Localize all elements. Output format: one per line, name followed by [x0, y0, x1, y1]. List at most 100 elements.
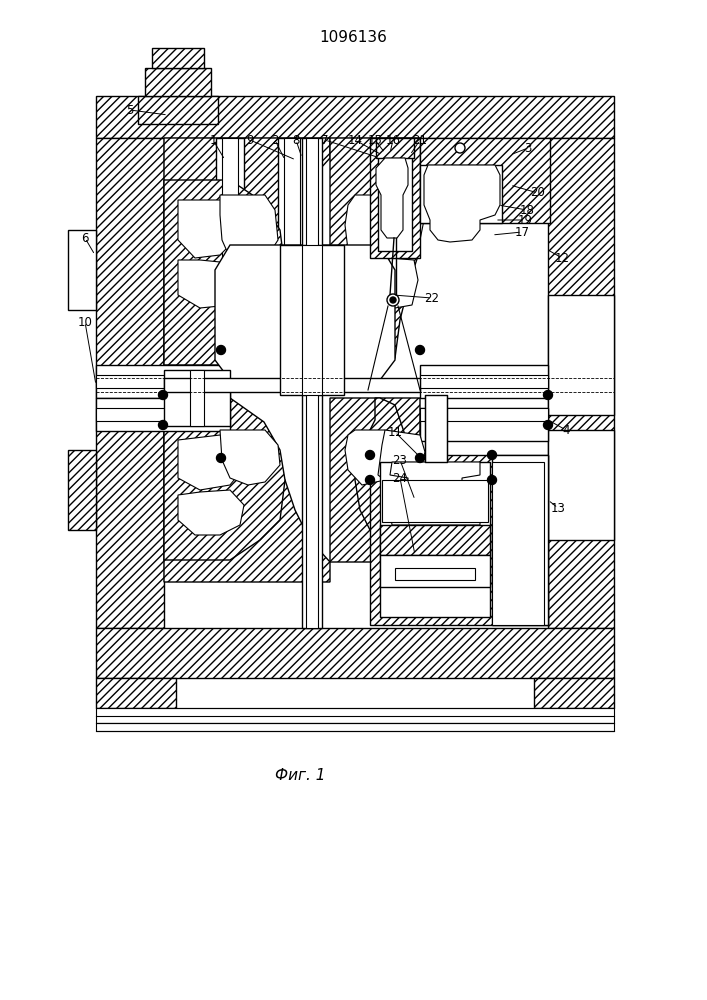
- Text: 5: 5: [127, 104, 134, 116]
- Circle shape: [390, 297, 396, 303]
- Polygon shape: [96, 678, 176, 708]
- Text: 1: 1: [209, 133, 217, 146]
- Polygon shape: [190, 370, 204, 426]
- Polygon shape: [380, 555, 490, 587]
- Circle shape: [216, 454, 226, 462]
- Polygon shape: [164, 180, 285, 365]
- Text: 7: 7: [321, 133, 329, 146]
- Text: 1096136: 1096136: [319, 30, 387, 45]
- Text: 23: 23: [392, 454, 407, 466]
- Text: 8: 8: [292, 133, 300, 146]
- Polygon shape: [302, 245, 322, 395]
- Polygon shape: [220, 430, 280, 485]
- Polygon shape: [96, 628, 614, 678]
- Polygon shape: [330, 138, 420, 365]
- Polygon shape: [424, 165, 500, 242]
- Polygon shape: [178, 435, 242, 490]
- Polygon shape: [96, 138, 164, 628]
- Polygon shape: [378, 195, 425, 260]
- Polygon shape: [178, 260, 242, 308]
- Text: 14: 14: [348, 133, 363, 146]
- Polygon shape: [420, 138, 550, 223]
- Text: 18: 18: [520, 204, 534, 217]
- Text: 9: 9: [246, 133, 254, 146]
- Text: 22: 22: [424, 292, 440, 304]
- Polygon shape: [492, 462, 544, 625]
- Polygon shape: [420, 375, 548, 388]
- Polygon shape: [164, 398, 330, 582]
- Polygon shape: [378, 145, 412, 251]
- Text: 20: 20: [530, 186, 545, 200]
- Circle shape: [488, 450, 496, 460]
- Polygon shape: [164, 370, 230, 426]
- Polygon shape: [278, 138, 306, 338]
- Polygon shape: [96, 708, 614, 723]
- Polygon shape: [302, 138, 322, 628]
- Polygon shape: [345, 195, 398, 265]
- Polygon shape: [548, 138, 614, 628]
- Polygon shape: [548, 430, 614, 540]
- Polygon shape: [370, 138, 420, 258]
- Polygon shape: [164, 138, 330, 365]
- Text: 24: 24: [392, 472, 407, 485]
- Polygon shape: [220, 195, 278, 265]
- Polygon shape: [492, 455, 548, 625]
- Circle shape: [416, 346, 424, 355]
- Circle shape: [416, 454, 424, 462]
- Polygon shape: [382, 480, 488, 522]
- Polygon shape: [284, 138, 300, 338]
- Polygon shape: [96, 96, 614, 138]
- Circle shape: [158, 420, 168, 430]
- Circle shape: [544, 420, 552, 430]
- Polygon shape: [178, 490, 244, 535]
- Polygon shape: [164, 378, 420, 392]
- Polygon shape: [215, 245, 395, 392]
- Polygon shape: [378, 430, 425, 484]
- Text: 16: 16: [385, 133, 400, 146]
- Polygon shape: [375, 258, 418, 308]
- Circle shape: [488, 476, 496, 485]
- Polygon shape: [306, 138, 318, 628]
- Text: 19: 19: [518, 214, 532, 227]
- Circle shape: [366, 476, 375, 485]
- Polygon shape: [68, 230, 96, 310]
- Circle shape: [216, 346, 226, 355]
- Polygon shape: [164, 398, 285, 560]
- Polygon shape: [152, 48, 204, 68]
- Polygon shape: [178, 200, 240, 258]
- Polygon shape: [68, 450, 96, 530]
- Polygon shape: [420, 408, 548, 441]
- Polygon shape: [355, 398, 420, 560]
- Polygon shape: [280, 245, 344, 395]
- Circle shape: [455, 143, 465, 153]
- Polygon shape: [145, 68, 211, 96]
- Polygon shape: [425, 395, 447, 462]
- Polygon shape: [96, 398, 230, 431]
- Text: 15: 15: [368, 133, 382, 146]
- Polygon shape: [395, 568, 475, 580]
- Polygon shape: [376, 158, 408, 238]
- Polygon shape: [534, 678, 614, 708]
- Polygon shape: [376, 138, 414, 158]
- Polygon shape: [548, 295, 614, 415]
- Text: 17: 17: [515, 226, 530, 238]
- Polygon shape: [370, 455, 548, 625]
- Polygon shape: [216, 138, 244, 368]
- Circle shape: [544, 390, 552, 399]
- Text: 13: 13: [551, 502, 566, 514]
- Text: 10: 10: [78, 316, 93, 328]
- Polygon shape: [96, 365, 230, 398]
- Polygon shape: [330, 398, 420, 562]
- Text: 12: 12: [554, 251, 570, 264]
- Polygon shape: [345, 430, 398, 485]
- Polygon shape: [420, 408, 548, 421]
- Circle shape: [366, 450, 375, 460]
- Polygon shape: [96, 375, 226, 388]
- Polygon shape: [222, 138, 238, 368]
- Text: Фиг. 1: Фиг. 1: [275, 768, 325, 782]
- Polygon shape: [420, 165, 502, 223]
- Polygon shape: [390, 462, 480, 525]
- Text: 3: 3: [525, 141, 532, 154]
- Text: 2: 2: [271, 133, 279, 146]
- Polygon shape: [96, 408, 226, 421]
